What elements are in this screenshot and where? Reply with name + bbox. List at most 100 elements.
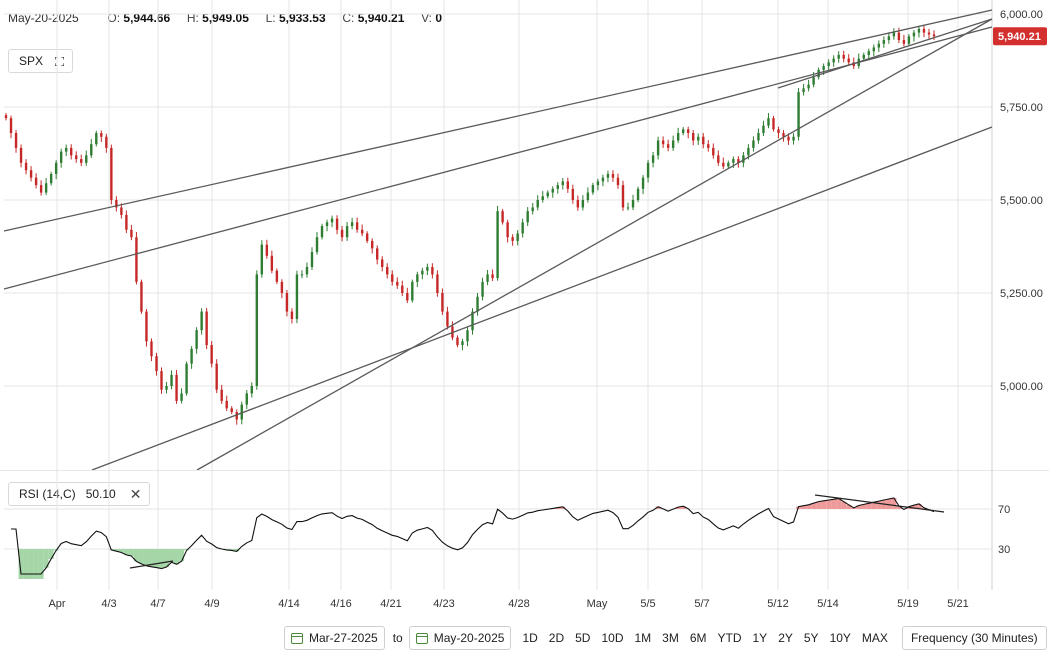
candle-body xyxy=(787,136,790,141)
candle-body xyxy=(300,274,304,276)
candle-body xyxy=(541,196,544,200)
range-5d[interactable]: 5D xyxy=(575,631,591,645)
candle-body xyxy=(661,140,665,145)
candle-body xyxy=(95,133,98,145)
x-tick-label: Apr xyxy=(48,598,65,610)
candle-body xyxy=(807,84,810,89)
candle-body xyxy=(827,62,830,67)
candle-body xyxy=(85,155,88,163)
candle-body xyxy=(170,374,173,386)
candle-body xyxy=(75,155,78,160)
trend-line xyxy=(196,18,993,471)
close-icon[interactable]: ✕ xyxy=(129,485,142,502)
range-max[interactable]: MAX xyxy=(861,631,888,645)
candle-body xyxy=(687,129,690,134)
rsi-tick-70: 70 xyxy=(998,504,1010,516)
range-1m[interactable]: 1M xyxy=(634,631,652,645)
range-10y[interactable]: 10Y xyxy=(829,631,851,645)
candle-body xyxy=(165,386,168,390)
range-1y[interactable]: 1Y xyxy=(752,631,768,645)
rsi-overbought-fill xyxy=(856,505,862,509)
rsi-overbought-fill xyxy=(655,506,661,509)
candle-body xyxy=(370,240,374,249)
candle-body xyxy=(536,200,539,208)
rsi-oversold-fill xyxy=(18,549,24,579)
start-date-picker[interactable]: Mar-27-2025 xyxy=(284,626,385,650)
candle-body xyxy=(556,185,559,189)
rsi-chart[interactable]: 70 30 Apr 4/3 4/7 4/9 4/14 4/16 4/21 4/23 4/28 May 5… xyxy=(0,470,1049,620)
rsi-oversold-fill xyxy=(113,549,119,552)
rsi-overbought-fill xyxy=(675,507,681,509)
candle-body xyxy=(145,311,148,342)
candle-body xyxy=(175,374,178,401)
candle-body xyxy=(717,155,720,163)
y-tick-label: 6,000.00 xyxy=(1000,9,1043,21)
candle-body xyxy=(290,311,294,320)
rsi-overbought-fill xyxy=(861,504,867,509)
range-5y[interactable]: 5Y xyxy=(803,631,819,645)
candle-body xyxy=(54,162,58,174)
range-6m[interactable]: 6M xyxy=(689,631,707,645)
candle-body xyxy=(456,337,459,346)
candle-body xyxy=(506,222,509,238)
candle-body xyxy=(581,200,585,208)
rsi-overbought-fill xyxy=(916,503,922,509)
candle-body xyxy=(646,162,650,178)
rsi-line xyxy=(11,497,935,575)
rsi-oversold-fill xyxy=(169,549,175,563)
candle-body xyxy=(100,133,103,137)
candle-body xyxy=(225,400,228,409)
y-tick-label: 5,250.00 xyxy=(1000,288,1043,300)
candle-body xyxy=(245,393,248,405)
last-price-tag xyxy=(993,27,1047,46)
range-3m[interactable]: 3M xyxy=(662,631,679,645)
range-1d[interactable]: 1D xyxy=(522,631,538,645)
candle-body xyxy=(877,43,881,48)
rsi-overbought-fill xyxy=(891,498,897,509)
candle-body xyxy=(230,408,233,413)
rsi-oversold-fill xyxy=(133,549,139,562)
candle-body xyxy=(255,274,259,386)
candle-body xyxy=(546,192,549,197)
rsi-oversold-fill xyxy=(158,549,165,569)
candle-body xyxy=(431,266,434,275)
rsi-oversold-fill xyxy=(128,549,134,557)
rsi-overbought-fill xyxy=(911,505,917,509)
candle-body xyxy=(862,54,865,59)
trend-line xyxy=(777,18,993,89)
candle-body xyxy=(295,274,299,320)
range-2y[interactable]: 2Y xyxy=(778,631,793,645)
price-chart[interactable]: 6,000.00 5,750.00 5,500.00 5,250.00 5,000.00… xyxy=(0,0,1049,475)
range-2d[interactable]: 2D xyxy=(548,631,565,645)
candle-body xyxy=(305,266,309,275)
candle-body xyxy=(185,363,188,394)
rsi-chip[interactable]: RSI (14,C) 50.10 ✕ xyxy=(8,482,151,506)
candle-body xyxy=(115,200,118,208)
candle-body xyxy=(576,200,580,208)
candle-body xyxy=(365,233,369,241)
candle-body xyxy=(606,173,610,178)
candle-body xyxy=(325,222,329,227)
x-tick-label: 4/9 xyxy=(204,598,219,610)
end-date-picker[interactable]: May-20-2025 xyxy=(408,626,512,650)
volume-value: 0 xyxy=(435,11,443,25)
rsi-divergence-line xyxy=(814,494,945,513)
rsi-overbought-fill xyxy=(806,504,812,509)
y-tick-label: 5,000.00 xyxy=(1000,381,1043,393)
rsi-oversold-fill xyxy=(229,549,235,551)
rsi-overbought-fill xyxy=(831,499,837,509)
trend-line xyxy=(3,26,993,290)
frequency-button[interactable]: Frequency (30 Minutes) xyxy=(901,626,1047,650)
rsi-overbought-fill xyxy=(801,505,807,509)
range-ytd[interactable]: YTD xyxy=(717,631,742,645)
candle-body xyxy=(235,412,238,420)
rsi-oversold-fill xyxy=(153,549,159,568)
symbol-chip[interactable]: SPX xyxy=(8,49,74,73)
candle-body xyxy=(737,159,740,163)
candle-body xyxy=(887,36,891,41)
range-10d[interactable]: 10D xyxy=(601,631,624,645)
candle-body xyxy=(436,274,439,293)
candle-body xyxy=(4,115,8,119)
rsi-overbought-fill xyxy=(841,501,847,509)
candle-body xyxy=(772,118,775,130)
